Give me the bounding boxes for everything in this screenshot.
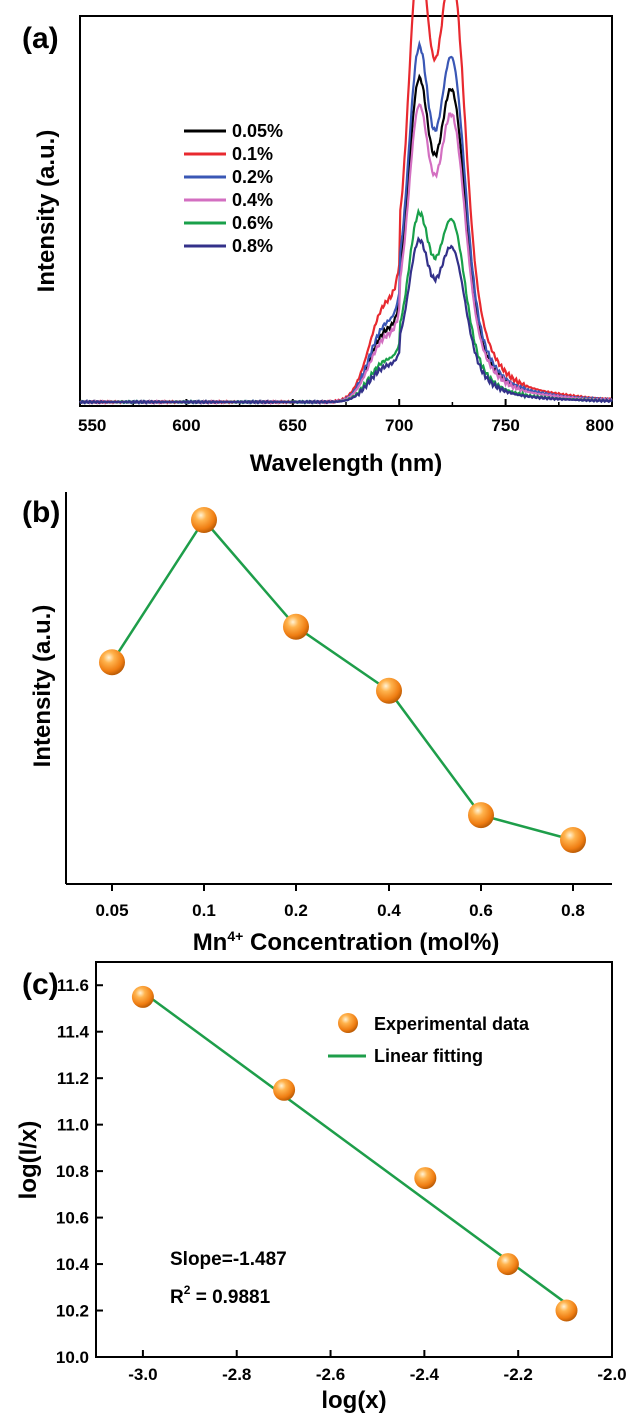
panel-b-label: (b) — [22, 496, 60, 529]
panel-c-legend-label-fit: Linear fitting — [374, 1046, 483, 1066]
panel-b-data-point — [376, 677, 402, 704]
series-line-0.8% — [79, 236, 613, 405]
panel-c-x-tick-label: -2.4 — [410, 1365, 440, 1384]
panel-a-x-axis-title: Wavelength (nm) — [250, 450, 442, 477]
panel-c-fit-line — [142, 991, 568, 1305]
panel-b-x-axis-title: Mn4+ Concentration (mol%) — [193, 928, 500, 956]
panel-c-label: (c) — [22, 968, 59, 1001]
panel-a-x-tick-label: 750 — [491, 416, 519, 435]
panel-c-plot — [131, 985, 578, 1322]
panel-b-x-tick-label: 0.2 — [284, 901, 308, 920]
panel-b-intensity: (b) 0.05 0.1 0.2 0.4 0.6 0.8 Mn4+ Concentrati… — [22, 492, 612, 956]
panel-b-x-ticks: 0.05 0.1 0.2 0.4 0.6 0.8 — [95, 884, 585, 920]
panel-b-y-axis-title: Intensity (a.u.) — [29, 605, 56, 768]
panel-a-series-lines — [79, 0, 613, 405]
legend-label-0.4%: 0.4% — [232, 190, 273, 210]
panel-c-y-tick-label: 11.4 — [57, 1023, 90, 1042]
panel-a-spectra: (a) 550 600 650 700 750 800 0.05% 0.1% 0.2% 0.4%… — [22, 0, 614, 477]
panel-c-data-point — [273, 1078, 296, 1101]
panel-b-trend-line — [110, 517, 574, 842]
panel-a-x-tick-label: 650 — [279, 416, 307, 435]
series-line-0.6% — [80, 207, 613, 405]
panel-a-legend: 0.05% 0.1% 0.2% 0.4% 0.6% 0.8% — [184, 121, 283, 256]
panel-b-data-point — [560, 827, 586, 853]
panel-a-y-axis-title: Intensity (a.u.) — [33, 130, 60, 293]
panel-a-x-ticks: 550 600 650 700 750 800 — [78, 399, 614, 435]
panel-c-ticks: -3.0 -2.8 -2.6 -2.4 -2.2 -2.0 10.0 10.2 10.4 10.6… — [56, 976, 627, 1384]
panel-c-data-point — [131, 985, 154, 1008]
panel-b-x-tick-label: 0.1 — [192, 901, 216, 920]
panel-c-data-point — [555, 1299, 578, 1322]
legend-label-0.2%: 0.2% — [232, 167, 273, 187]
panel-c-y-tick-label: 11.6 — [57, 976, 89, 995]
panel-c-legend-marker — [338, 1013, 358, 1033]
panel-c-x-tick-label: -2.0 — [597, 1365, 626, 1384]
panel-a-label: (a) — [22, 22, 59, 55]
panel-c-y-tick-label: 10.8 — [56, 1162, 89, 1181]
panel-c-y-tick-label: 10.2 — [56, 1302, 89, 1321]
panel-c-frame — [95, 961, 613, 1358]
panel-c-x-axis-title: log(x) — [321, 1387, 386, 1413]
panel-c-r2-annotation: R2 = 0.9881 — [170, 1283, 271, 1308]
panel-b-x-tick-label: 0.8 — [561, 901, 585, 920]
panel-a-x-tick-label: 800 — [586, 416, 614, 435]
panel-c-x-tick-label: -2.2 — [504, 1365, 533, 1384]
panel-a-x-tick-label: 600 — [172, 416, 200, 435]
panel-c-y-axis-title: log(I/x) — [15, 1121, 42, 1200]
panel-a-x-tick-label: 550 — [78, 416, 106, 435]
series-line-0.1% — [79, 0, 613, 405]
panel-b-data-point — [191, 507, 217, 533]
panel-c-y-tick-label: 10.0 — [56, 1348, 89, 1367]
panel-c-data-point — [496, 1253, 519, 1276]
panel-c-legend-label-points: Experimental data — [374, 1014, 530, 1034]
panel-b-x-tick-label: 0.6 — [469, 901, 493, 920]
panel-a-x-tick-label: 700 — [385, 416, 413, 435]
series-line-0.2% — [79, 39, 612, 405]
panel-b-x-tick-label: 0.4 — [377, 901, 401, 920]
panel-b-x-tick-label: 0.05 — [95, 901, 128, 920]
panel-c-y-tick-label: 10.6 — [56, 1209, 89, 1228]
panel-c-y-tick-label: 10.4 — [56, 1255, 90, 1274]
panel-c-legend: Experimental data Linear fitting — [328, 1013, 530, 1066]
legend-label-0.6%: 0.6% — [232, 213, 273, 233]
panel-c-x-tick-label: -2.6 — [316, 1365, 345, 1384]
series-line-0.4% — [79, 103, 613, 405]
legend-label-0.05%: 0.05% — [232, 121, 283, 141]
panel-b-plot — [99, 507, 586, 853]
panel-b-data-point — [468, 802, 494, 829]
panel-a-frame — [79, 15, 613, 407]
panel-c-x-tick-label: -3.0 — [128, 1365, 157, 1384]
panel-c-y-tick-label: 11.0 — [57, 1116, 89, 1135]
legend-label-0.1%: 0.1% — [232, 144, 273, 164]
panel-c-y-tick-label: 11.2 — [57, 1069, 89, 1088]
panel-c-data-point — [414, 1167, 437, 1190]
legend-label-0.8%: 0.8% — [232, 236, 273, 256]
panel-c-slope-annotation: Slope=-1.487 — [170, 1249, 287, 1270]
series-line-0.05% — [79, 73, 613, 405]
panel-b-data-point — [99, 649, 125, 676]
panel-c-log-fit: (c) -3.0 -2.8 -2.6 -2.4 -2.2 -2.0 10.0 10.2 10.4… — [15, 961, 627, 1413]
panel-b-data-point — [283, 613, 309, 640]
panel-c-x-tick-label: -2.8 — [222, 1365, 251, 1384]
